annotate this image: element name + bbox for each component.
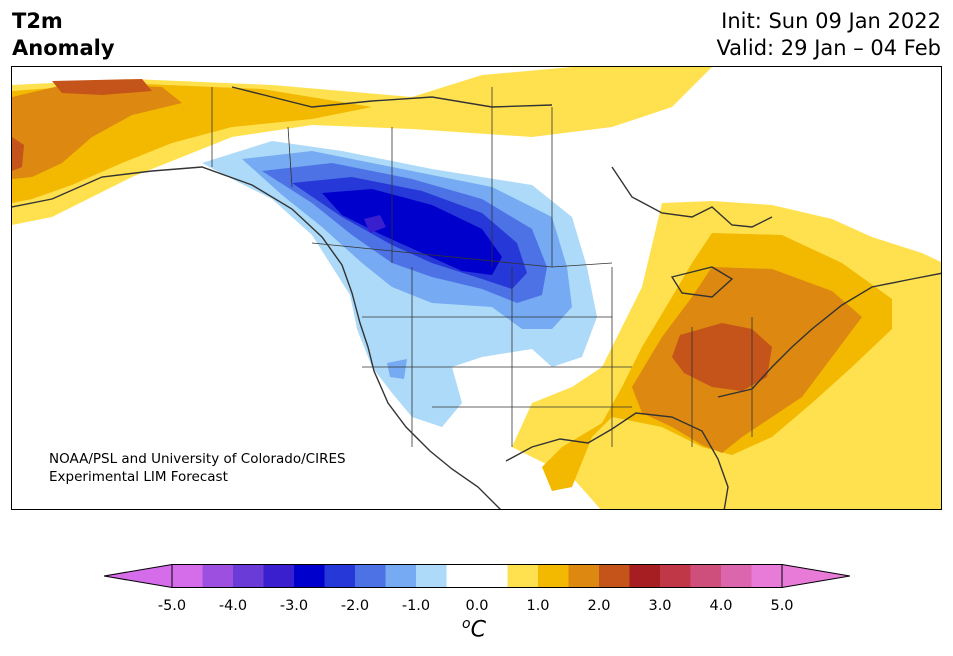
title-line-1: T2m (12, 9, 63, 33)
colorbar (104, 564, 850, 588)
title-line-2: Anomaly (12, 36, 115, 60)
colorbar-bin (477, 564, 508, 588)
colorbar-bin (385, 564, 417, 588)
colorbar-extend-high (781, 564, 850, 588)
colorbar-bin (172, 564, 203, 588)
warm-anomaly-north-5 (12, 137, 24, 171)
init-date: Init: Sun 09 Jan 2022 (721, 9, 941, 33)
colorbar-bin (629, 564, 661, 588)
unit-prefix: o (462, 616, 471, 632)
warm-anomaly-east-5 (552, 459, 574, 481)
colorbar-bin (324, 564, 356, 588)
colorbar-bin (568, 564, 600, 588)
colorbar-bin (416, 564, 447, 588)
colorbar-tick-label: 1.0 (526, 598, 550, 614)
colorbar-extend-low (104, 564, 173, 588)
colorbar-bin (233, 564, 264, 588)
colorbar-ticks: -5.0 -4.0 -3.0 -2.0 -1.0 0.0 1.0 2.0 3.0 4.0 5.0 (0, 598, 953, 620)
credit-line-1: NOAA/PSL and University of Colorado/CIRE… (49, 451, 346, 467)
colorbar-tick-label: 2.0 (587, 598, 611, 614)
colorbar-tick-label: -4.0 (218, 598, 248, 614)
forecast-dates: Init: Sun 09 Jan 2022 Valid: 29 Jan – 04… (716, 8, 941, 62)
colorbar-bin (538, 564, 569, 588)
colorbar-bin (446, 564, 478, 588)
colorbar-tick-label: 4.0 (709, 598, 733, 614)
colorbar-bin (355, 564, 386, 588)
colorbar-bin (507, 564, 539, 588)
colorbar-tick-label: -1.0 (401, 598, 431, 614)
colorbar-tick-label: -2.0 (340, 598, 370, 614)
colorbar-unit: oC (462, 616, 486, 642)
unit-base: C (470, 617, 486, 643)
credit-text: NOAA/PSL and University of Colorado/CIRE… (49, 450, 346, 486)
credit-line-2: Experimental LIM Forecast (49, 469, 228, 485)
colorbar-bin (690, 564, 722, 588)
colorbar-bin (660, 564, 691, 588)
cold-anomaly-6 (364, 215, 386, 233)
colorbar-bin (294, 564, 325, 588)
colorbar-tick-label: -5.0 (157, 598, 187, 614)
colorbar-bin (751, 564, 783, 588)
cold-anomaly-7 (387, 359, 407, 379)
warm-anomaly-north-3 (12, 83, 182, 179)
political-borders (211, 87, 753, 447)
map-title: T2m Anomaly (12, 8, 115, 62)
colorbar-bin (721, 564, 752, 588)
colorbar-tick-label: -3.0 (279, 598, 309, 614)
colorbar-tick-label: 3.0 (648, 598, 672, 614)
warm-anomaly-east-4 (672, 323, 772, 391)
colorbar-tick-label: 5.0 (770, 598, 794, 614)
colorbar-bin (202, 564, 234, 588)
valid-period: Valid: 29 Jan – 04 Feb (716, 36, 941, 60)
map-svg (12, 67, 941, 509)
colorbar-bin (599, 564, 630, 588)
warm-anomaly-north-4 (52, 79, 152, 95)
colorbar-frame (171, 564, 783, 588)
colorbar-tick-label: 0.0 (465, 598, 489, 614)
colorbar-bin (263, 564, 295, 588)
cold-anomaly-5 (322, 189, 502, 275)
anomaly-map (11, 66, 942, 510)
